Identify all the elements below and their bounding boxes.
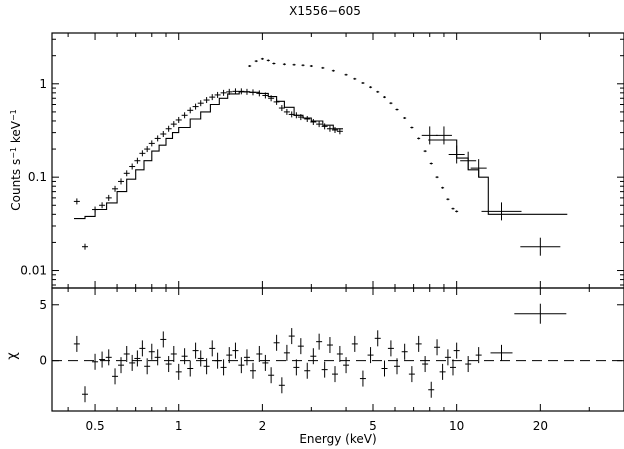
model-curve-high xyxy=(428,139,568,215)
model-curve-low xyxy=(74,91,343,220)
upper-y-axis-label-exp1: −1 xyxy=(9,147,18,159)
lower-axis-ticks xyxy=(52,288,624,411)
x-tick-label: 2 xyxy=(259,419,267,433)
upper-data-points xyxy=(73,57,561,256)
upper-y-axis-label-exp2: −1 xyxy=(9,109,18,121)
y-tick-label-upper: 1 xyxy=(39,77,47,91)
lower-data-points xyxy=(73,303,567,403)
x-axis-label: Energy (keV) xyxy=(299,432,376,446)
x-tick-label: 5 xyxy=(369,419,377,433)
upper-y-axis-label-main: Counts s xyxy=(9,159,23,211)
x-tick-label: 20 xyxy=(533,419,548,433)
upper-y-axis-label-unit: keV xyxy=(9,120,23,147)
upper-panel: 0.010.11 Counts s−1 keV−1 xyxy=(9,32,624,289)
y-tick-label-lower: 5 xyxy=(39,298,47,312)
lower-y-tick-labels: 05 xyxy=(39,298,47,368)
upper-y-axis-label: Counts s−1 keV−1 xyxy=(9,109,24,211)
y-tick-label-upper: 0.1 xyxy=(28,170,47,184)
upper-y-tick-labels: 0.01 0.1 1 xyxy=(20,77,47,278)
lower-y-axis-label: χ xyxy=(5,352,20,360)
upper-axis-ticks xyxy=(52,33,624,288)
y-tick-label-upper: 0.01 xyxy=(20,264,47,278)
x-tick-label: 0.5 xyxy=(86,419,105,433)
chart-title: X1556−605 xyxy=(289,4,361,18)
upper-model-lines xyxy=(74,91,568,220)
x-tick-labels: 0.5 1 2 5 10 20 xyxy=(86,419,548,433)
lower-panel: 05 χ xyxy=(5,287,624,412)
x-tick-label: 10 xyxy=(449,419,464,433)
lower-panel-frame xyxy=(51,287,624,412)
x-tick-label: 1 xyxy=(175,419,183,433)
y-tick-label-lower: 0 xyxy=(39,354,47,368)
